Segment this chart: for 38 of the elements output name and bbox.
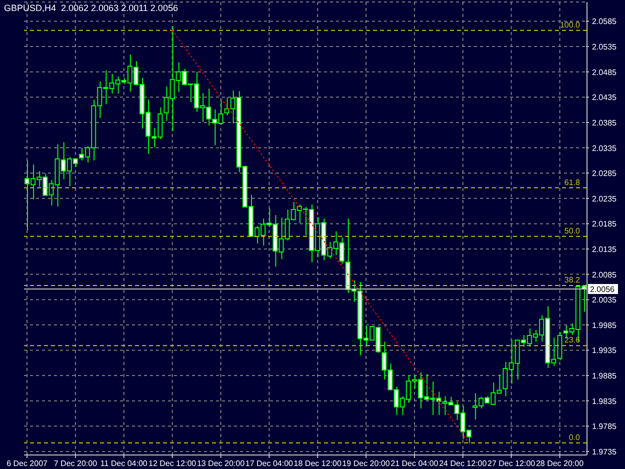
x-tick-label: 24 Dec 12:00 (439, 459, 488, 468)
y-tick-label: 2.0535 (592, 42, 618, 52)
y-tick-label: 2.0085 (592, 270, 618, 280)
x-tick-label: 12 Dec 12:00 (148, 459, 197, 468)
x-tick-label: 7 Dec 20:00 (54, 459, 98, 468)
y-tick-label: 2.0235 (592, 194, 618, 204)
annotation: 38.2 (564, 275, 581, 284)
x-tick-label: 28 Dec 20:00 (536, 459, 584, 468)
y-tick-label: 1.9985 (592, 320, 618, 330)
x-tick-label: 11 Dec 04:00 (100, 459, 148, 468)
ref-line-label: 2.0056 (590, 284, 616, 294)
annotation: 0.0 (568, 432, 581, 442)
x-tick-label: 19 Dec 20:00 (342, 459, 390, 468)
y-tick-label: 2.0135 (592, 245, 618, 254)
y-tick-label: 2.0385 (592, 118, 618, 128)
y-tick-label: 1.9935 (592, 346, 618, 356)
annotation: 50.0 (564, 226, 581, 236)
y-tick-label: 2.0035 (592, 296, 618, 305)
annotation: 100.0 (560, 20, 581, 30)
annotation: 61.8 (564, 178, 581, 187)
y-tick-label: 1.9735 (592, 447, 618, 456)
x-tick-label: 27 Dec 12:00 (488, 459, 536, 468)
chart-title: GBPUSD,H4 2.0062 2.0063 2.0011 2.0056 (4, 3, 178, 13)
x-tick-label: 6 Dec 2007 (6, 459, 48, 468)
y-tick-label: 2.0485 (592, 68, 618, 77)
y-tick-label: 2.0435 (592, 93, 618, 102)
y-tick-label: 2.0285 (592, 169, 618, 178)
x-tick-label: 17 Dec 04:00 (245, 459, 294, 468)
y-tick-label: 1.9785 (592, 422, 618, 432)
y-tick-label: 1.9835 (592, 396, 618, 406)
x-tick-label: 13 Dec 20:00 (196, 459, 246, 468)
y-tick-label: 2.0585 (592, 17, 618, 26)
x-tick-label: 18 Dec 12:00 (294, 459, 342, 468)
annotation: 23.6 (564, 336, 581, 345)
y-tick-label: 2.0335 (592, 144, 618, 153)
x-tick-label: 21 Dec 04:00 (390, 459, 439, 468)
y-tick-label: 2.0185 (592, 220, 618, 229)
y-tick-label: 1.9885 (592, 372, 618, 381)
